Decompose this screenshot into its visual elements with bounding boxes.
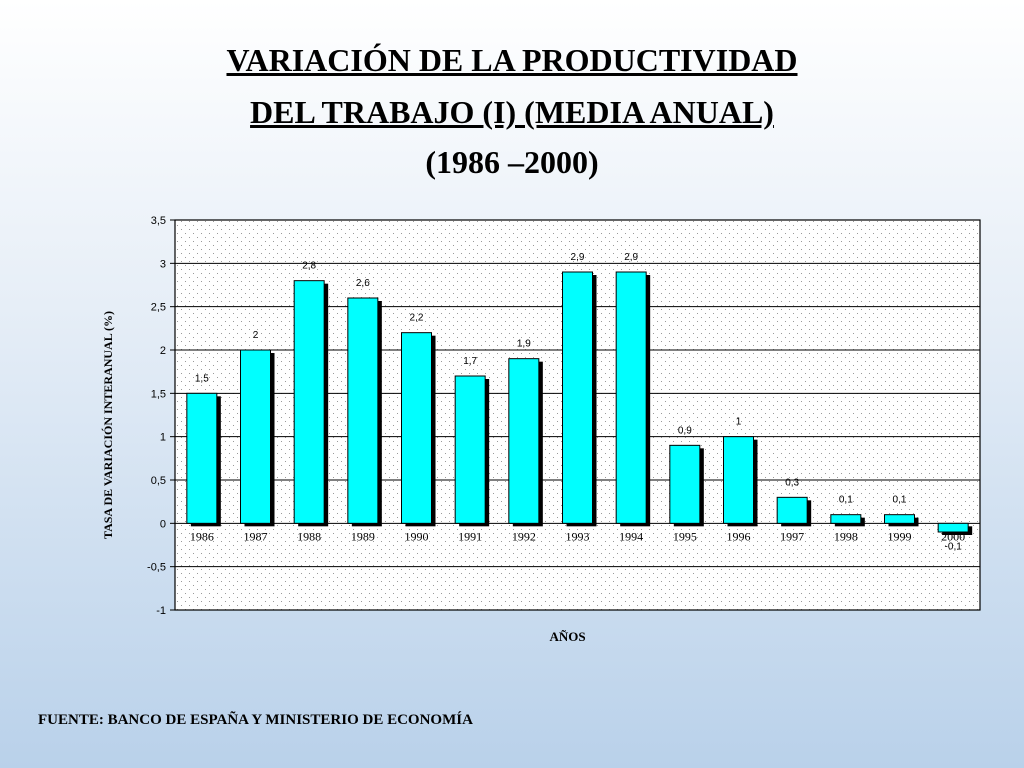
x-tick-label: 1996 bbox=[727, 529, 751, 543]
y-tick-label: 0,5 bbox=[151, 475, 166, 487]
source-note: FUENTE: BANCO DE ESPAÑA Y MINISTERIO DE … bbox=[38, 712, 473, 728]
bar-1997 bbox=[776, 496, 808, 524]
bar-1998 bbox=[830, 514, 862, 524]
x-axis-label: AÑOS bbox=[549, 629, 585, 644]
x-tick-label: 1986 bbox=[190, 529, 214, 543]
data-label: 1,9 bbox=[517, 339, 531, 350]
y-tick-label: 2,5 bbox=[151, 302, 166, 314]
data-label: 1,7 bbox=[463, 356, 477, 367]
bar-1989 bbox=[347, 297, 379, 524]
bar-1991 bbox=[454, 375, 486, 524]
x-tick-label: 2000 bbox=[941, 529, 965, 543]
x-tick-label: 1993 bbox=[566, 529, 590, 543]
x-tick-label: 1995 bbox=[673, 529, 697, 543]
y-tick-label: 3,5 bbox=[151, 215, 166, 227]
y-tick-label: -0,5 bbox=[147, 562, 166, 574]
chart-title-line-1: VARIACIÓN DE LA PRODUCTIVIDAD bbox=[226, 42, 798, 78]
y-tick-label: 1 bbox=[160, 432, 166, 444]
x-axis: 1986 1987 1988 1989 1990 1991 1992 1993 1994 1995… bbox=[190, 529, 965, 543]
y-tick-label: -1 bbox=[156, 605, 166, 617]
x-tick-label: 1998 bbox=[834, 529, 858, 543]
data-label: -0,1 bbox=[945, 541, 963, 552]
bar-2000 bbox=[937, 522, 969, 533]
data-label: 2,2 bbox=[410, 313, 424, 324]
bar-1992 bbox=[508, 358, 540, 524]
x-tick-label: 1989 bbox=[351, 529, 375, 543]
y-axis: -1 -0,5 0 0,5 1 1,5 2 2,5 3 3,5 bbox=[147, 215, 175, 617]
x-tick-label: 1999 bbox=[888, 529, 912, 543]
bar-1987 bbox=[240, 349, 271, 524]
x-tick-label: 1994 bbox=[619, 529, 643, 543]
x-tick-label: 1992 bbox=[512, 529, 536, 543]
y-tick-label: 0 bbox=[160, 518, 166, 530]
data-label: 2,9 bbox=[571, 252, 585, 263]
bar-1994 bbox=[615, 271, 647, 524]
bar-1988 bbox=[293, 280, 325, 524]
data-label: 0,9 bbox=[678, 425, 692, 436]
x-tick-label: 1997 bbox=[780, 529, 804, 543]
data-label: 2,6 bbox=[356, 278, 370, 289]
data-labels: 1,5 2 2,8 2,6 2,2 1,7 1,9 2,9 2,9 0,9 1 0,3 0,1 0,1 -0… bbox=[195, 252, 962, 552]
x-tick-label: 1987 bbox=[244, 529, 268, 543]
plot-border bbox=[174, 219, 981, 611]
bars-group bbox=[186, 271, 973, 535]
data-label: 0,1 bbox=[839, 495, 853, 506]
data-label: 2 bbox=[253, 330, 259, 341]
y-axis-label: TASA DE VARIACIÓN INTERANUAL (%) bbox=[101, 311, 115, 539]
bar-1996 bbox=[723, 436, 754, 524]
data-label: 0,1 bbox=[893, 495, 907, 506]
chart-title-line-2: DEL TRABAJO (I) (MEDIA ANUAL) bbox=[250, 94, 774, 130]
y-tick-label: 1,5 bbox=[151, 388, 166, 400]
y-tick-label: 3 bbox=[160, 258, 166, 270]
x-tick-label: 1990 bbox=[405, 529, 429, 543]
bar-1995 bbox=[669, 444, 701, 524]
chart-title-line-3: (1986 –2000) bbox=[425, 144, 599, 180]
data-label: 2,9 bbox=[624, 252, 638, 263]
data-label: 2,8 bbox=[302, 261, 316, 272]
x-tick-label: 1988 bbox=[297, 529, 321, 543]
data-label: 1,5 bbox=[195, 373, 209, 384]
bar-1990 bbox=[401, 332, 432, 524]
bar-1993 bbox=[562, 271, 593, 524]
bar-1999 bbox=[884, 514, 915, 524]
data-label: 0,3 bbox=[785, 477, 799, 488]
bar-1986 bbox=[186, 392, 218, 524]
x-tick-label: 1991 bbox=[458, 529, 482, 543]
y-tick-label: 2 bbox=[160, 345, 166, 357]
data-label: 1 bbox=[736, 417, 742, 428]
